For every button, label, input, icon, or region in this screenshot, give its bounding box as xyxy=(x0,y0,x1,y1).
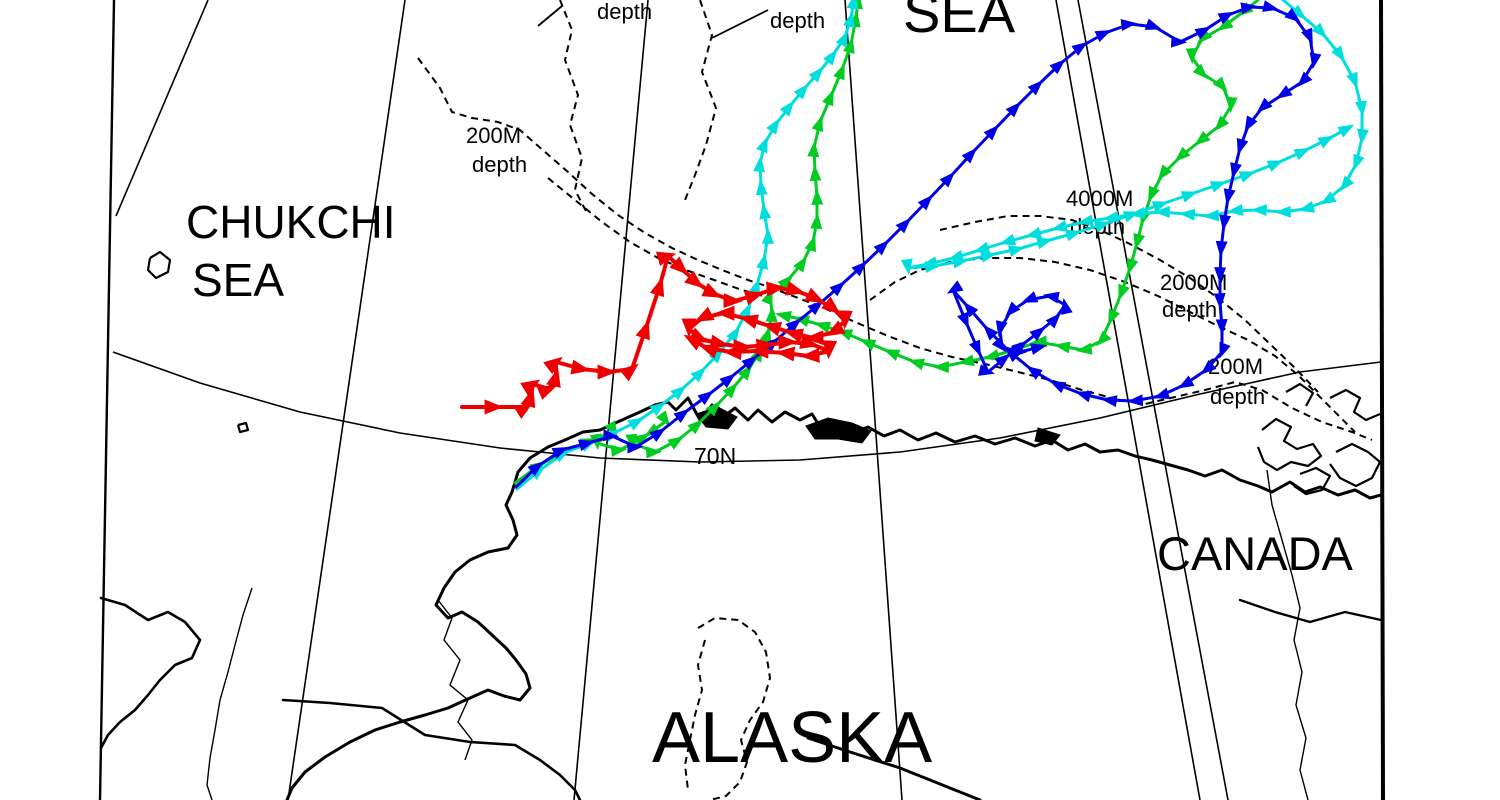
pointer-depth-b xyxy=(711,9,769,39)
delta-jaggy-4 xyxy=(1329,442,1382,488)
label-c2000-1: 2000M xyxy=(1160,270,1227,295)
coastline-south-diagonal xyxy=(806,736,982,800)
meridian-line-3 xyxy=(844,0,903,800)
label-canada: CANADA xyxy=(1157,527,1354,580)
label-c200w-1: 200M xyxy=(466,123,521,148)
contour-200m-west xyxy=(417,57,1373,441)
delta-jaggy-1 xyxy=(1256,417,1323,472)
track-cyan-seg1 xyxy=(515,0,859,491)
label-c200e-2: depth xyxy=(1210,384,1265,409)
river-noatak xyxy=(206,587,253,800)
label-beaufort-sea: SEA xyxy=(903,0,1016,44)
coastline-kotzebue xyxy=(99,596,202,750)
contour-2000m xyxy=(869,257,1356,433)
label-chukchi-sea-line2: SEA xyxy=(192,254,284,306)
contour-top-squiggle-2 xyxy=(684,0,718,201)
track-red xyxy=(460,251,853,419)
meridian-line-1 xyxy=(287,0,406,800)
delta-jaggy-2 xyxy=(1329,388,1381,422)
pointer-depth-a xyxy=(537,5,563,27)
frame-right xyxy=(1379,0,1385,800)
coastline-canada-south xyxy=(1238,598,1383,624)
parallel-70n xyxy=(112,351,1382,463)
coastline-norton xyxy=(281,698,582,800)
label-lat-70n: 70N xyxy=(694,443,736,469)
contour-coastal-bundle xyxy=(547,177,771,299)
coastline-alaska-west xyxy=(285,490,532,800)
meridian-line-0 xyxy=(115,0,209,217)
island-west xyxy=(146,250,172,280)
label-alaska: ALASKA xyxy=(652,698,932,778)
river-mackenzie xyxy=(1266,469,1309,800)
label-c2000-2: depth xyxy=(1162,297,1217,322)
label-chukchi-sea-line1: CHUKCHI xyxy=(186,196,396,248)
meridian-line-2 xyxy=(573,0,649,800)
frame-left xyxy=(98,0,116,800)
island-dot xyxy=(236,421,250,434)
lagoon-outline xyxy=(697,616,772,800)
contour-top-squiggle-1 xyxy=(559,0,589,216)
label-c200w-2: depth xyxy=(472,152,527,177)
label-depth-a: depth xyxy=(597,0,652,24)
label-c4000-1: 4000M xyxy=(1066,186,1133,211)
label-depth-b: depth xyxy=(770,8,825,33)
meridian-line-5 xyxy=(1077,0,1229,800)
river-seward-1 xyxy=(437,599,473,761)
lagoon-inner xyxy=(683,639,706,791)
